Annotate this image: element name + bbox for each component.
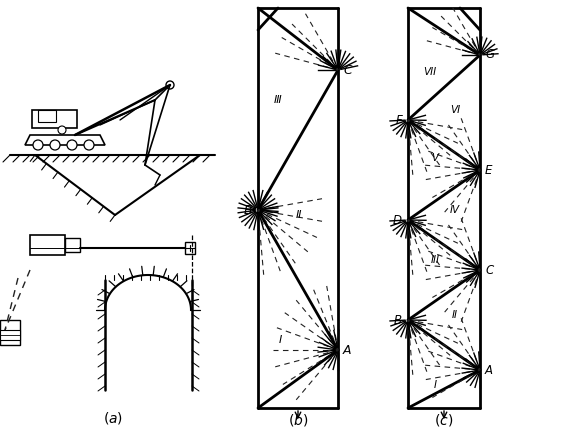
Text: C: C — [343, 64, 352, 76]
Bar — [185, 242, 195, 254]
Text: VII: VII — [423, 67, 437, 77]
Text: IV: IV — [450, 205, 460, 215]
Text: III: III — [430, 255, 439, 265]
Text: B: B — [394, 314, 402, 327]
Bar — [0, 330, 20, 340]
Text: VI: VI — [450, 105, 460, 115]
Text: I: I — [434, 380, 437, 390]
Text: $(a)$: $(a)$ — [103, 410, 123, 426]
Text: $(b)$: $(b)$ — [288, 412, 308, 428]
Text: Ⅱ: Ⅱ — [295, 210, 301, 220]
Text: E: E — [485, 163, 492, 177]
Bar — [32, 110, 77, 128]
Text: II: II — [452, 310, 458, 320]
Text: A: A — [485, 363, 493, 377]
Bar — [30, 235, 65, 255]
Text: F: F — [395, 114, 402, 127]
Bar — [38, 110, 56, 122]
Circle shape — [33, 140, 43, 150]
Text: G: G — [485, 48, 494, 61]
Circle shape — [50, 140, 60, 150]
Text: $(c)$: $(c)$ — [434, 412, 454, 428]
Text: Ⅲ: Ⅲ — [274, 95, 282, 105]
Text: C: C — [485, 264, 493, 276]
Text: V: V — [431, 153, 438, 163]
Text: A: A — [343, 343, 351, 356]
Text: B: B — [244, 203, 252, 216]
Bar — [65, 238, 80, 252]
Circle shape — [67, 140, 77, 150]
Circle shape — [58, 126, 66, 134]
Text: Ⅰ: Ⅰ — [278, 335, 282, 345]
Circle shape — [84, 140, 94, 150]
Circle shape — [166, 81, 174, 89]
Polygon shape — [25, 135, 105, 145]
Bar — [0, 320, 20, 345]
Text: D: D — [393, 213, 402, 226]
